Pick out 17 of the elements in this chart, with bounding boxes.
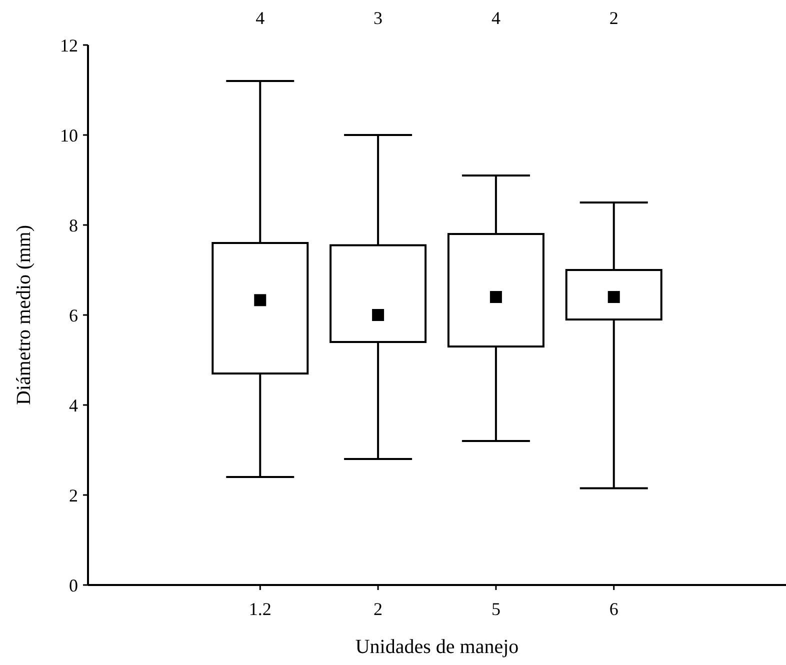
y-tick-label: 8: [69, 215, 78, 236]
x-tick-label: 1.2: [248, 599, 272, 619]
x-axis-title: Unidades de manejo: [355, 636, 519, 658]
text: 3: [374, 8, 383, 28]
y-axis-title: Diámetro medio (mm): [13, 225, 35, 405]
y-tick-label: 10: [60, 125, 78, 146]
y-tick-label: 4: [69, 395, 78, 416]
y-tick-label: 6: [69, 305, 78, 326]
x-tick-label: 6: [609, 599, 618, 619]
text: 4: [491, 8, 500, 28]
x-tick-label: 5: [491, 599, 500, 619]
text: 4: [256, 8, 265, 28]
y-tick-label: 2: [69, 485, 78, 506]
y-tick-label: 0: [69, 575, 78, 596]
y-tick-label: 12: [60, 35, 78, 56]
x-tick-label: 2: [374, 599, 383, 619]
text: 2: [609, 8, 618, 28]
